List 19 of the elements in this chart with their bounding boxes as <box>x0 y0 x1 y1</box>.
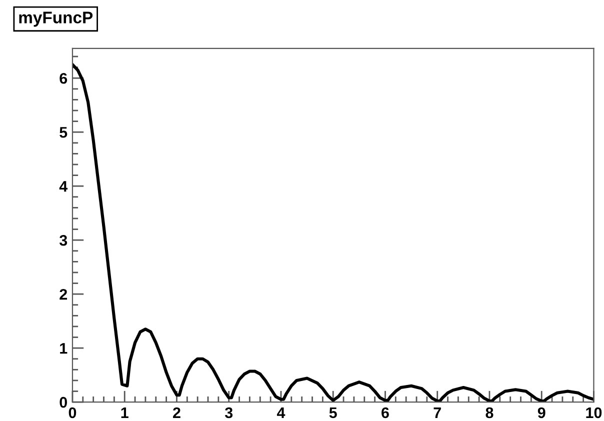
y-tick-label: 1 <box>60 343 68 354</box>
x-tick-label: 9 <box>538 407 546 418</box>
x-tick-label: 5 <box>329 407 337 418</box>
y-tick-label: 0 <box>60 396 67 408</box>
y-tick-label: 2 <box>60 288 68 300</box>
x-tick-label: 0 <box>68 407 76 418</box>
x-tick-label: 1 <box>121 407 128 418</box>
y-tick-label: 4 <box>59 181 68 192</box>
x-tick-label: 4 <box>276 407 286 418</box>
x-tick-label: 2 <box>173 407 180 418</box>
y-tick-label: 6 <box>60 72 68 84</box>
x-tick-label: 3 <box>224 407 233 418</box>
x-tick-label: 6 <box>382 407 389 418</box>
y-tick-label: 3 <box>59 234 68 246</box>
x-tick-label: 10 <box>586 407 602 418</box>
chart-title: myFuncP <box>19 12 93 27</box>
x-tick-label: 8 <box>486 407 494 418</box>
x-tick-label: 7 <box>434 407 441 418</box>
y-tick-label: 5 <box>60 127 68 138</box>
